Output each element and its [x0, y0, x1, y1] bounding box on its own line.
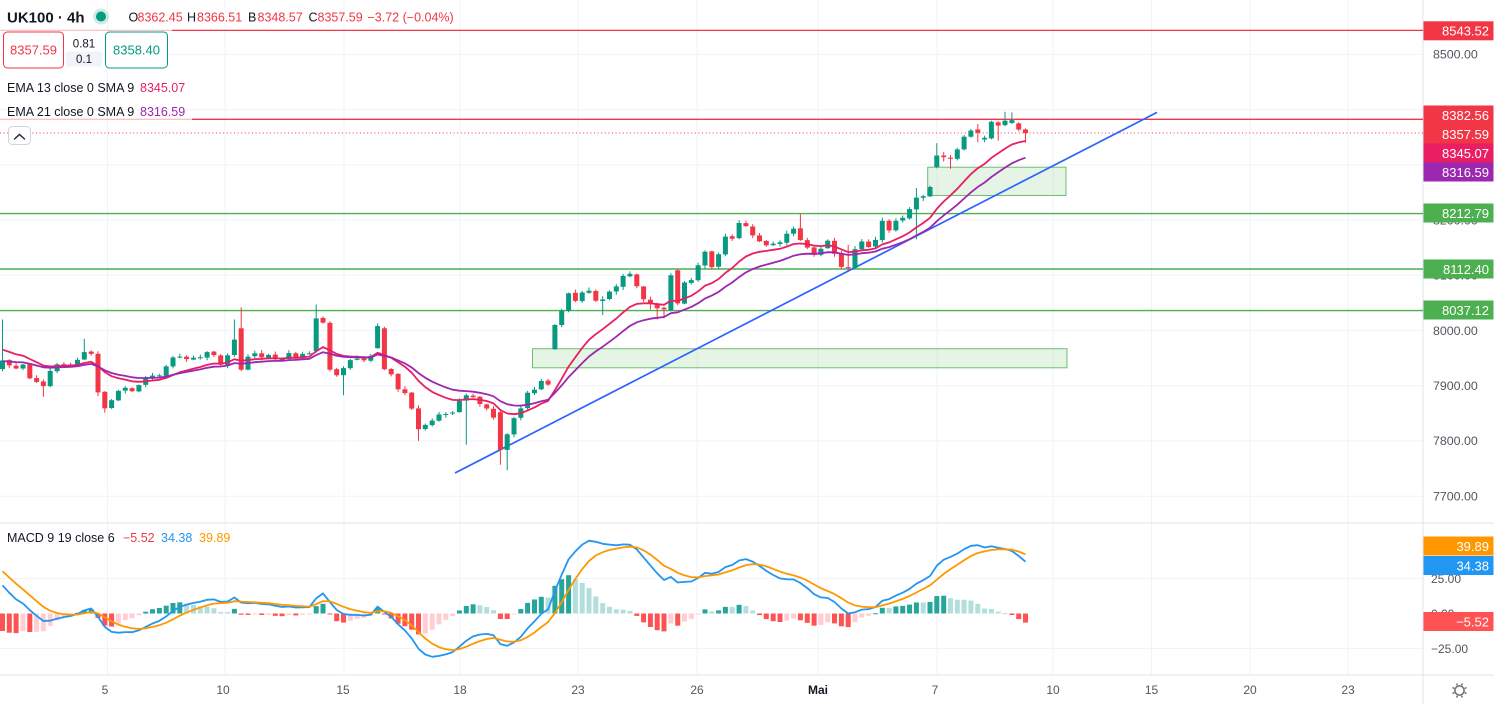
svg-text:0.1: 0.1 — [76, 54, 92, 66]
svg-text:O: O — [129, 11, 139, 25]
svg-text:8000.00: 8000.00 — [1433, 324, 1478, 338]
svg-text:8500.00: 8500.00 — [1433, 48, 1478, 62]
svg-text:8357.59: 8357.59 — [1442, 127, 1489, 142]
svg-text:7900.00: 7900.00 — [1433, 379, 1478, 393]
svg-text:8316.59: 8316.59 — [1442, 165, 1489, 180]
svg-text:34.38: 34.38 — [1456, 558, 1489, 573]
svg-text:10: 10 — [1046, 683, 1060, 697]
svg-text:15: 15 — [336, 683, 350, 697]
svg-text:8345.07: 8345.07 — [140, 81, 185, 95]
svg-text:8316.59: 8316.59 — [140, 105, 185, 119]
svg-text:UK100 · 4h: UK100 · 4h — [7, 10, 85, 27]
svg-text:8543.52: 8543.52 — [1442, 24, 1489, 39]
svg-text:7800.00: 7800.00 — [1433, 434, 1478, 448]
svg-text:H: H — [187, 11, 196, 25]
svg-text:5: 5 — [102, 683, 109, 697]
svg-text:20: 20 — [1243, 683, 1257, 697]
svg-text:39.89: 39.89 — [1456, 539, 1489, 554]
svg-text:EMA 21 close 0 SMA 9: EMA 21 close 0 SMA 9 — [7, 105, 134, 119]
svg-text:23: 23 — [1341, 683, 1355, 697]
svg-text:0.81: 0.81 — [73, 39, 95, 51]
svg-text:Mai: Mai — [808, 683, 828, 697]
svg-text:39.89: 39.89 — [199, 531, 230, 545]
svg-text:7700.00: 7700.00 — [1433, 490, 1478, 504]
svg-text:−3.72 (−0.04%): −3.72 (−0.04%) — [368, 11, 454, 25]
svg-text:8345.07: 8345.07 — [1442, 146, 1489, 161]
svg-text:8348.57: 8348.57 — [258, 11, 303, 25]
svg-text:8362.45: 8362.45 — [138, 11, 183, 25]
svg-text:8366.51: 8366.51 — [197, 11, 242, 25]
svg-text:18: 18 — [453, 683, 467, 697]
svg-text:8358.40: 8358.40 — [113, 43, 160, 58]
svg-text:MACD 9 19 close 6: MACD 9 19 close 6 — [7, 531, 115, 545]
svg-text:8357.59: 8357.59 — [318, 11, 363, 25]
svg-text:34.38: 34.38 — [161, 531, 192, 545]
svg-text:−5.52: −5.52 — [1456, 614, 1489, 629]
svg-text:8112.40: 8112.40 — [1443, 262, 1489, 277]
svg-text:8212.79: 8212.79 — [1442, 206, 1489, 221]
svg-text:−5.52: −5.52 — [123, 531, 155, 545]
svg-text:8382.56: 8382.56 — [1442, 108, 1489, 123]
svg-text:26: 26 — [690, 683, 704, 697]
svg-text:EMA 13 close 0 SMA 9: EMA 13 close 0 SMA 9 — [7, 81, 134, 95]
svg-text:23: 23 — [571, 683, 585, 697]
svg-text:C: C — [309, 11, 318, 25]
svg-text:25.00: 25.00 — [1431, 572, 1461, 586]
svg-text:15: 15 — [1145, 683, 1159, 697]
svg-text:10: 10 — [216, 683, 230, 697]
svg-text:8357.59: 8357.59 — [10, 43, 57, 58]
svg-text:B: B — [248, 11, 256, 25]
svg-text:7: 7 — [932, 683, 939, 697]
svg-text:8037.12: 8037.12 — [1442, 303, 1489, 318]
svg-text:−25.00: −25.00 — [1431, 642, 1468, 656]
